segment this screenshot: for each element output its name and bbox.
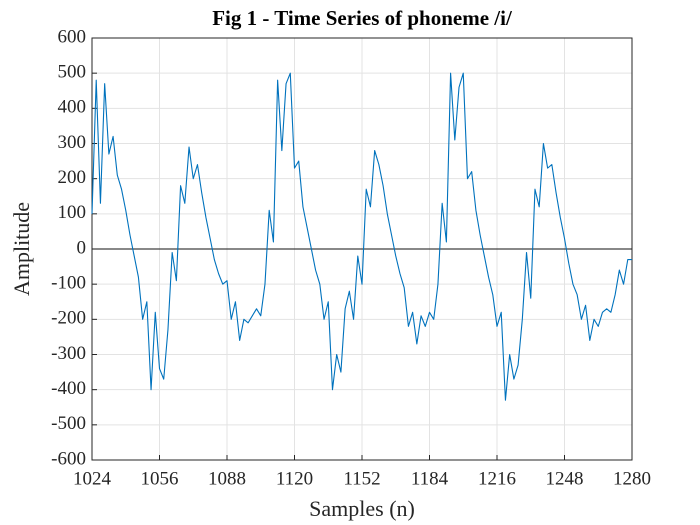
y-tick-label: 100 <box>58 202 87 223</box>
x-tick-label: 1152 <box>343 468 380 489</box>
y-tick-label: -600 <box>51 448 86 469</box>
x-tick-label: 1184 <box>411 468 449 489</box>
y-tick-label: 600 <box>58 26 87 47</box>
data-line <box>91 72 632 401</box>
x-tick-label: 1120 <box>276 468 313 489</box>
plot-frame <box>91 37 633 461</box>
y-axis-label: Amplitude <box>9 202 34 296</box>
y-tick-label: -400 <box>51 378 86 399</box>
y-tick-label: 300 <box>58 132 87 153</box>
chart-title: Fig 1 - Time Series of phoneme /i/ <box>212 6 513 30</box>
y-tick-label: -500 <box>51 413 86 434</box>
y-tick-label: 500 <box>58 62 87 83</box>
x-tick-label: 1216 <box>478 468 516 489</box>
x-tick-label: 1248 <box>546 468 584 489</box>
y-tick-label: -300 <box>51 343 86 364</box>
x-tick-label: 1056 <box>141 468 179 489</box>
y-tick-label: 200 <box>58 167 87 188</box>
y-tick-label: -200 <box>51 308 86 329</box>
x-axis-label: Samples (n) <box>309 496 415 521</box>
y-tick-label: -100 <box>51 273 86 294</box>
x-tick-label: 1280 <box>613 468 651 489</box>
x-tick-label: 1088 <box>208 468 246 489</box>
y-tick-label: 400 <box>58 97 87 118</box>
x-tick-label: 1024 <box>73 468 112 489</box>
y-tick-label: 0 <box>77 237 87 258</box>
